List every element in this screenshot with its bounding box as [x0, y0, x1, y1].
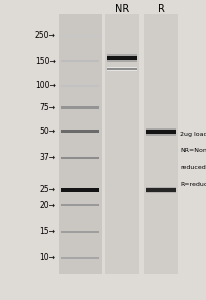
Bar — [61, 34, 99, 37]
Text: 150→: 150→ — [35, 56, 56, 65]
Bar — [61, 188, 99, 192]
Text: 75→: 75→ — [40, 103, 56, 112]
Text: 10→: 10→ — [40, 254, 56, 262]
Bar — [146, 188, 176, 192]
Text: 100→: 100→ — [35, 82, 56, 91]
Bar — [61, 130, 99, 134]
Bar — [61, 204, 99, 206]
Bar — [107, 56, 137, 60]
Text: NR=Non-: NR=Non- — [180, 148, 206, 154]
Bar — [61, 256, 99, 259]
Bar — [144, 14, 178, 274]
Text: 20→: 20→ — [40, 200, 56, 209]
Text: NR: NR — [115, 4, 129, 14]
Text: R: R — [158, 4, 165, 14]
Bar — [146, 187, 176, 193]
Text: 2ug loading: 2ug loading — [180, 132, 206, 137]
Bar — [146, 128, 176, 136]
Text: 15→: 15→ — [40, 227, 56, 236]
Bar — [107, 67, 137, 71]
Bar — [61, 85, 99, 87]
Bar — [61, 231, 99, 233]
Bar — [61, 157, 99, 159]
Text: 37→: 37→ — [40, 154, 56, 163]
Text: 50→: 50→ — [40, 128, 56, 136]
Bar — [105, 14, 139, 274]
Text: R=reduced: R=reduced — [180, 182, 206, 187]
Text: 250→: 250→ — [35, 32, 56, 40]
Text: reduced: reduced — [180, 165, 206, 170]
Bar — [107, 68, 137, 70]
Bar — [61, 60, 99, 62]
Bar — [61, 106, 99, 109]
Bar — [59, 14, 102, 274]
Bar — [107, 54, 137, 62]
Text: 25→: 25→ — [40, 185, 56, 194]
Bar — [146, 130, 176, 134]
